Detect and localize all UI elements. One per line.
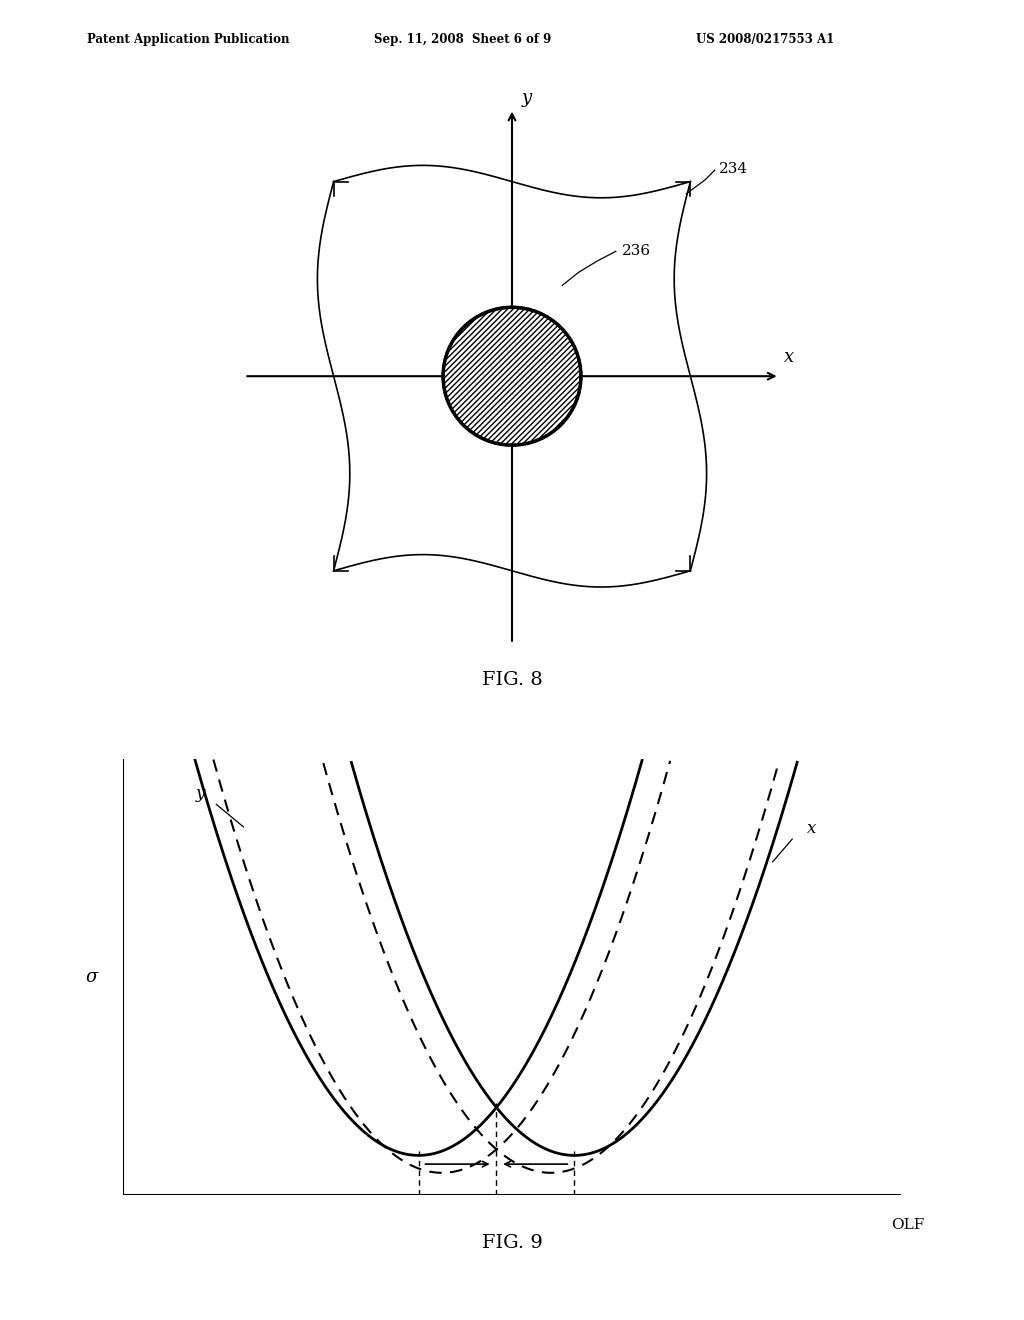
Text: Patent Application Publication: Patent Application Publication [87,33,290,46]
Text: US 2008/0217553 A1: US 2008/0217553 A1 [696,33,835,46]
Text: σ: σ [86,968,98,986]
Text: 236: 236 [622,243,650,257]
Text: FIG. 9: FIG. 9 [481,1234,543,1253]
Text: x: x [783,348,794,367]
Text: FIG. 8: FIG. 8 [481,671,543,689]
Text: OLF: OLF [891,1218,925,1232]
Text: y: y [522,88,531,107]
Text: y: y [196,785,206,803]
Text: Sep. 11, 2008  Sheet 6 of 9: Sep. 11, 2008 Sheet 6 of 9 [374,33,551,46]
Text: 234: 234 [719,162,748,177]
Ellipse shape [443,308,581,445]
Text: x: x [807,820,816,837]
